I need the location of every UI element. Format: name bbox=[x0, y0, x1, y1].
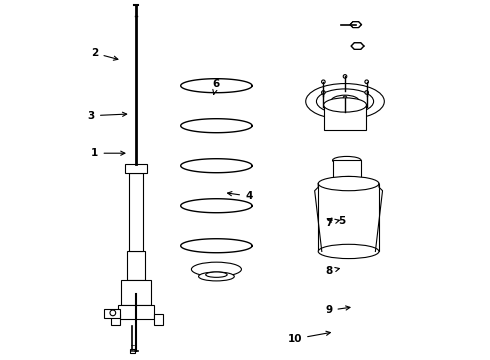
Bar bbox=[111, 314, 120, 325]
Bar bbox=[318, 184, 379, 251]
Ellipse shape bbox=[334, 165, 359, 173]
Ellipse shape bbox=[192, 262, 242, 276]
Ellipse shape bbox=[333, 174, 360, 182]
Circle shape bbox=[321, 80, 325, 84]
Bar bbox=[154, 314, 163, 325]
Text: 7: 7 bbox=[325, 218, 340, 228]
Circle shape bbox=[321, 91, 325, 94]
Text: 10: 10 bbox=[288, 331, 330, 344]
Text: 8: 8 bbox=[325, 266, 340, 276]
Circle shape bbox=[343, 96, 347, 100]
Polygon shape bbox=[350, 22, 362, 28]
Ellipse shape bbox=[317, 89, 373, 114]
Ellipse shape bbox=[333, 178, 361, 186]
Ellipse shape bbox=[331, 95, 359, 108]
Ellipse shape bbox=[206, 272, 227, 277]
Text: 9: 9 bbox=[325, 305, 350, 315]
Ellipse shape bbox=[333, 157, 361, 164]
Bar bbox=[333, 160, 361, 182]
Bar bbox=[125, 164, 147, 173]
Circle shape bbox=[343, 75, 347, 78]
Text: 5: 5 bbox=[328, 216, 345, 226]
Ellipse shape bbox=[318, 244, 379, 258]
Text: 4: 4 bbox=[227, 191, 252, 201]
Ellipse shape bbox=[323, 98, 367, 112]
FancyBboxPatch shape bbox=[130, 275, 143, 296]
Polygon shape bbox=[351, 43, 364, 49]
Text: 6: 6 bbox=[213, 78, 220, 94]
Bar bbox=[127, 251, 145, 280]
Ellipse shape bbox=[318, 176, 379, 191]
Bar bbox=[121, 280, 151, 305]
Bar bbox=[130, 349, 135, 353]
Bar bbox=[104, 309, 120, 318]
Ellipse shape bbox=[306, 84, 384, 119]
Circle shape bbox=[365, 91, 368, 94]
Bar bbox=[323, 105, 367, 130]
Bar bbox=[118, 305, 154, 319]
Text: 2: 2 bbox=[91, 48, 118, 60]
Circle shape bbox=[365, 80, 368, 84]
Text: 1: 1 bbox=[91, 148, 125, 158]
Ellipse shape bbox=[198, 272, 234, 281]
Text: 3: 3 bbox=[88, 111, 127, 121]
Circle shape bbox=[110, 310, 116, 316]
Bar bbox=[129, 173, 143, 251]
